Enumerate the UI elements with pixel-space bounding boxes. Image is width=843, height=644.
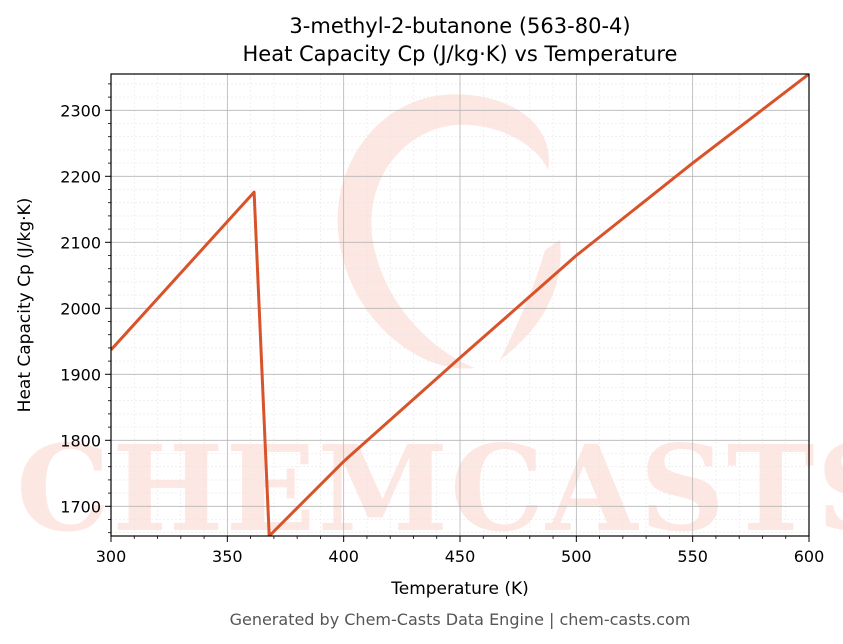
- y-axis-label: Heat Capacity Cp (J/kg·K): [15, 198, 35, 413]
- x-tick-label: 450: [445, 547, 476, 566]
- x-tick-label: 350: [212, 547, 243, 566]
- x-tick-label: 300: [96, 547, 127, 566]
- y-tick-label: 1800: [60, 431, 101, 450]
- y-axis: 1700 1800 1900 2000 2100 2200 2300: [60, 83, 111, 534]
- watermark: CHEMCASTS: [16, 94, 843, 558]
- chart-title: 3-methyl-2-butanone (563-80-4): [289, 14, 630, 38]
- chart-subtitle: Heat Capacity Cp (J/kg·K) vs Temperature: [243, 42, 678, 66]
- y-tick-label: 2100: [60, 233, 101, 252]
- x-tick-label: 600: [794, 547, 825, 566]
- watermark-swirl-tail: [500, 240, 561, 360]
- y-tick-label: 1900: [60, 365, 101, 384]
- watermark-text: CHEMCASTS: [16, 419, 843, 558]
- heat-capacity-line: [111, 74, 809, 536]
- footer-credit: Generated by Chem-Casts Data Engine | ch…: [230, 610, 691, 629]
- y-tick-label: 1700: [60, 497, 101, 516]
- x-axis: 300 350 400 450 500 550 600: [96, 536, 825, 566]
- y-tick-label: 2200: [60, 167, 101, 186]
- y-tick-label: 2300: [60, 101, 101, 120]
- x-tick-label: 500: [561, 547, 592, 566]
- x-axis-label: Temperature (K): [390, 579, 529, 599]
- y-tick-label: 2000: [60, 299, 101, 318]
- x-tick-label: 400: [328, 547, 359, 566]
- x-tick-label: 550: [677, 547, 708, 566]
